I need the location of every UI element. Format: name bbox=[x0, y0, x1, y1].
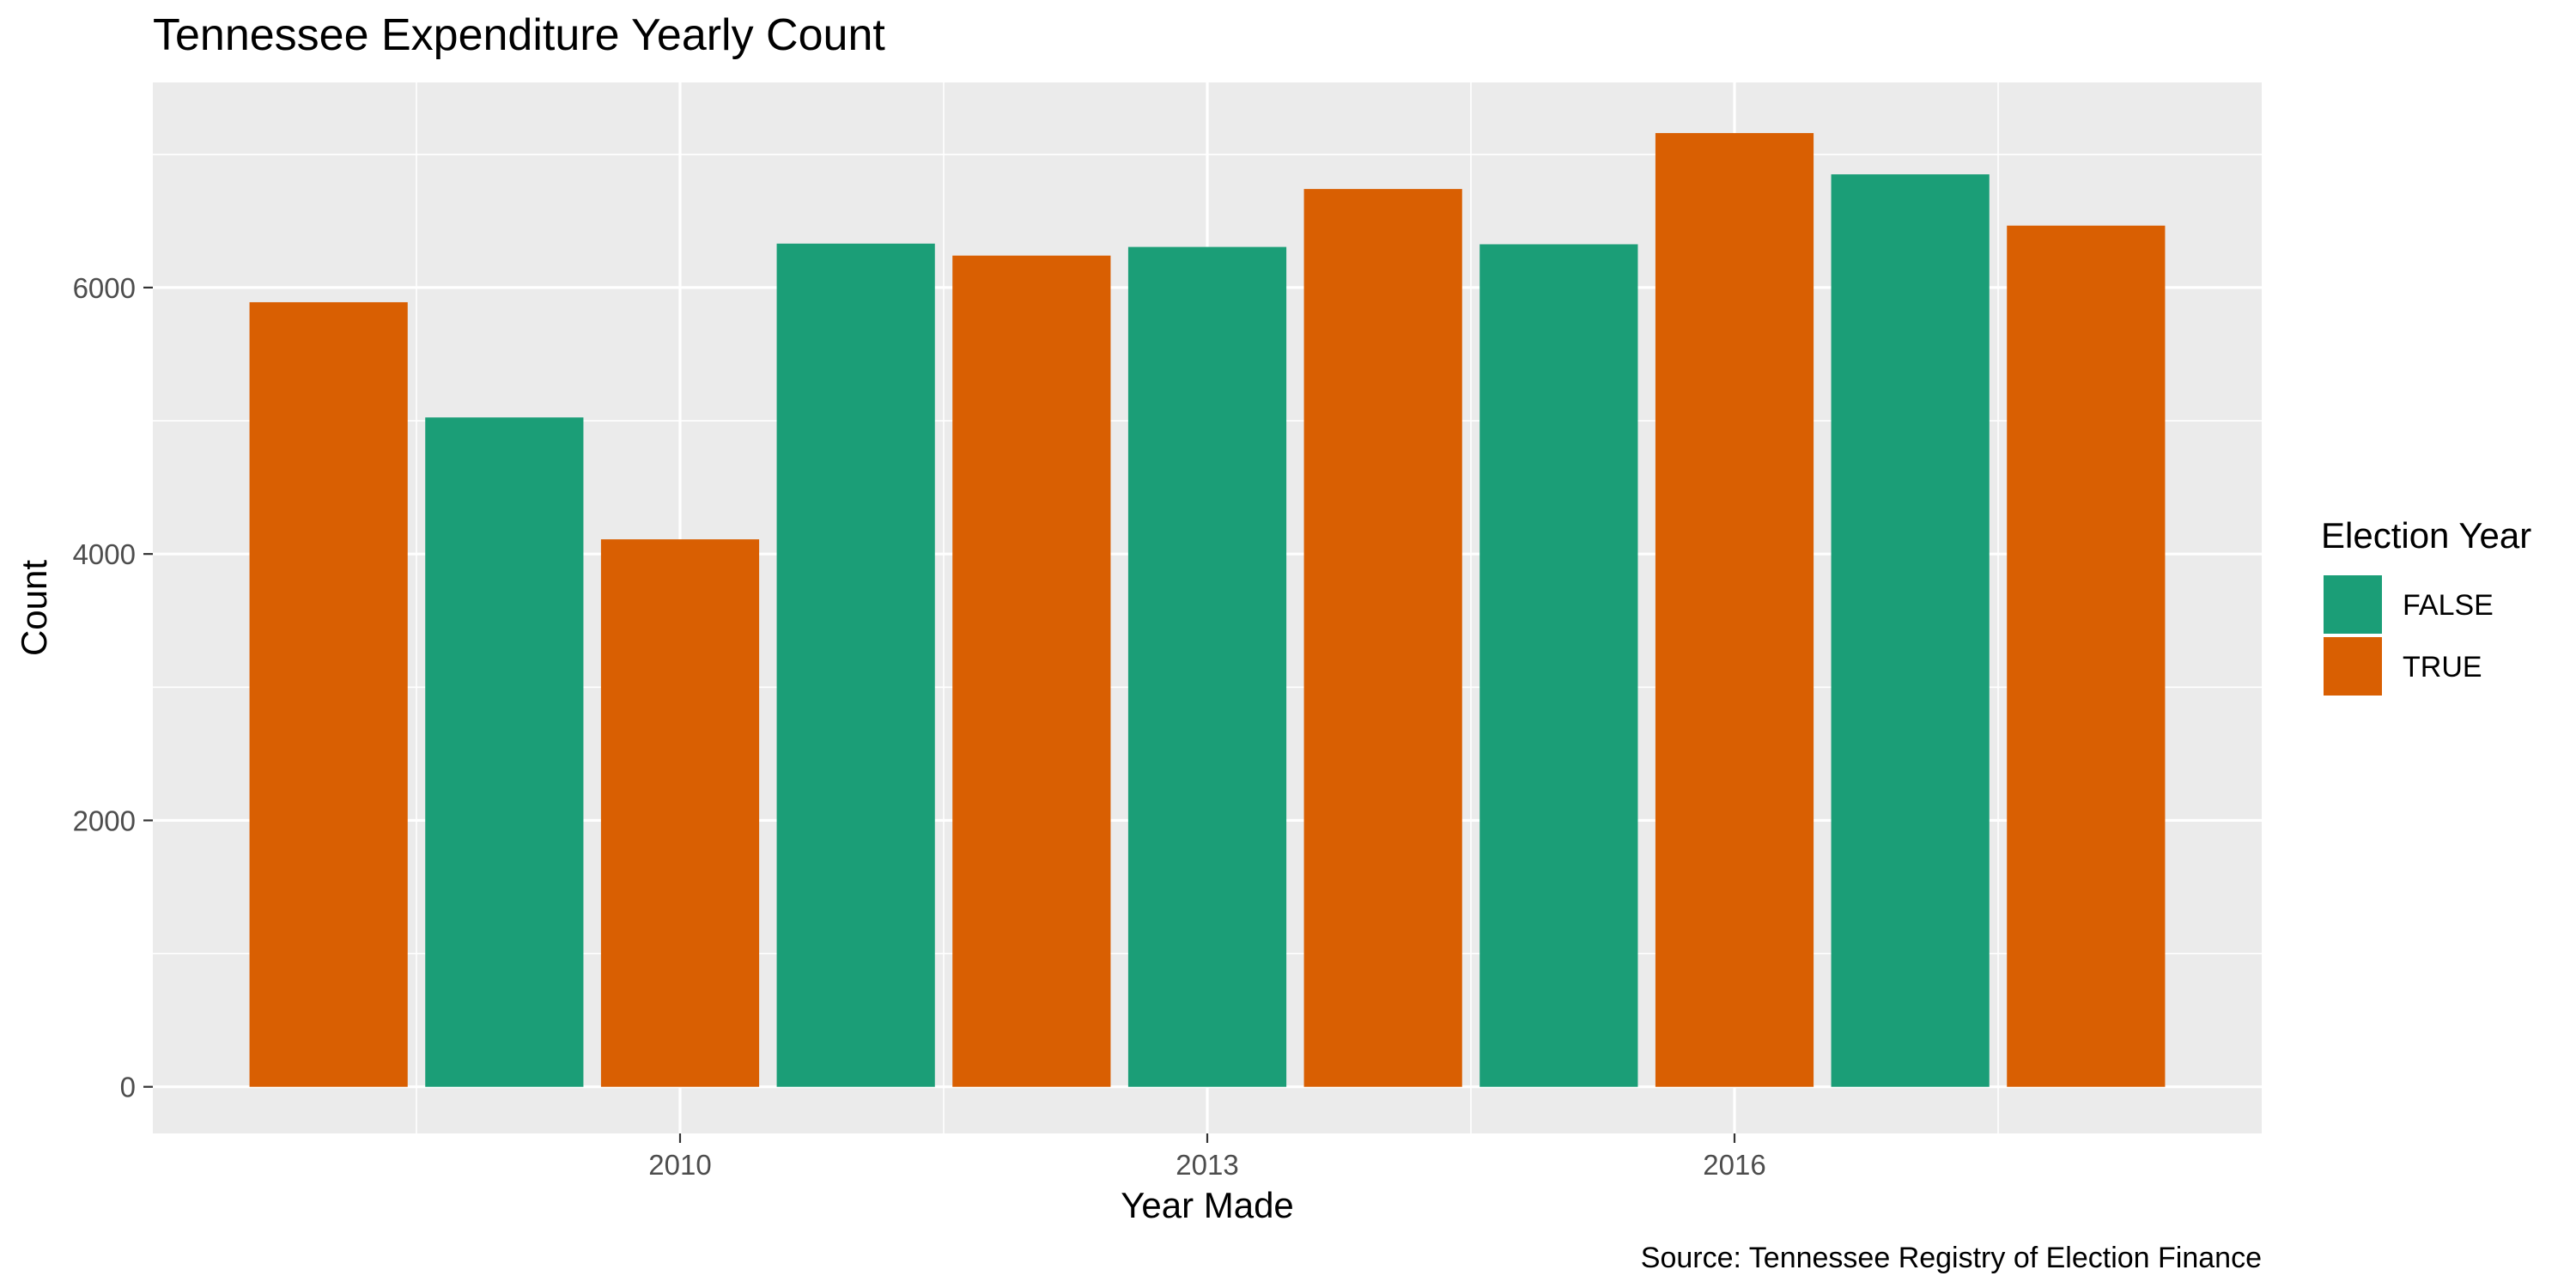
bar-2010 bbox=[600, 539, 760, 1087]
legend-swatch-false bbox=[2324, 575, 2382, 634]
y-axis: 0 2000 4000 6000 bbox=[73, 272, 153, 1103]
x-tick-label: 2010 bbox=[648, 1149, 711, 1181]
bar-2009 bbox=[425, 417, 584, 1087]
legend-label-false: FALSE bbox=[2403, 589, 2494, 622]
bar-2013 bbox=[1127, 246, 1287, 1087]
y-tick-label: 6000 bbox=[73, 272, 136, 304]
bar-2017 bbox=[1831, 174, 1990, 1087]
legend: Election Year FALSE TRUE bbox=[2321, 515, 2531, 696]
legend-swatch-true bbox=[2324, 637, 2382, 696]
y-tick-label: 0 bbox=[120, 1072, 136, 1103]
bar-2014 bbox=[1303, 189, 1462, 1087]
x-axis: 2010 2013 2016 bbox=[648, 1133, 1766, 1181]
y-tick-label: 2000 bbox=[73, 805, 136, 836]
chart-title: Tennessee Expenditure Yearly Count bbox=[153, 10, 885, 60]
bar-2011 bbox=[776, 243, 935, 1087]
y-tick-label: 4000 bbox=[73, 538, 136, 570]
x-axis-title: Year Made bbox=[1121, 1185, 1294, 1225]
bar-2016 bbox=[1655, 132, 1814, 1087]
legend-title: Election Year bbox=[2321, 515, 2531, 556]
bar-2018 bbox=[2007, 225, 2166, 1087]
bar-2012 bbox=[952, 255, 1111, 1087]
bar-2008 bbox=[249, 301, 408, 1087]
legend-label-true: TRUE bbox=[2403, 651, 2482, 683]
bars-group bbox=[249, 132, 2166, 1087]
y-axis-title: Count bbox=[14, 560, 54, 656]
x-tick-label: 2013 bbox=[1176, 1149, 1238, 1181]
chart-caption: Source: Tennessee Registry of Election F… bbox=[1641, 1242, 2262, 1274]
x-tick-label: 2016 bbox=[1703, 1149, 1765, 1181]
bar-2015 bbox=[1479, 244, 1638, 1087]
